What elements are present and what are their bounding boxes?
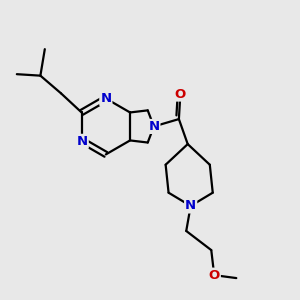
- Text: N: N: [100, 92, 111, 105]
- Text: N: N: [185, 200, 196, 212]
- Text: O: O: [208, 268, 220, 282]
- Text: O: O: [175, 88, 186, 100]
- Text: N: N: [76, 135, 88, 148]
- Text: N: N: [148, 120, 159, 133]
